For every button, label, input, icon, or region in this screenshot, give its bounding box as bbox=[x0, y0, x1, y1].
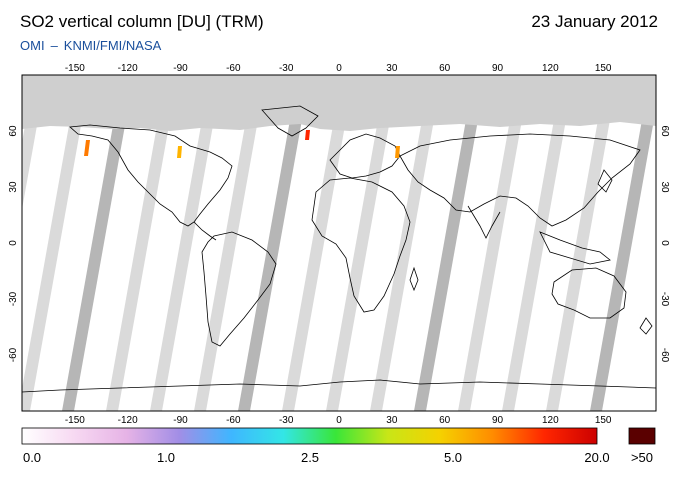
axis-tick-label: -60 bbox=[659, 348, 670, 363]
axis-tick-label: 60 bbox=[659, 125, 670, 137]
orbit-gap-band bbox=[238, 75, 310, 411]
map-title: SO2 vertical column [DU] (TRM) bbox=[20, 12, 264, 31]
india-coast bbox=[467, 205, 501, 239]
so2-hotspot bbox=[395, 146, 400, 158]
axis-tick-label: 150 bbox=[595, 415, 612, 426]
orbit-gap-band bbox=[62, 75, 134, 411]
asia-coast bbox=[399, 133, 641, 227]
madagascar-coast bbox=[409, 266, 419, 292]
map-date: 23 January 2012 bbox=[531, 12, 658, 31]
orbit-gap-band bbox=[326, 75, 398, 411]
arctic-no-data-region bbox=[22, 75, 656, 131]
axis-tick-label: -150 bbox=[65, 63, 85, 74]
greenland-coast bbox=[261, 105, 319, 137]
orbit-gap-band bbox=[370, 75, 442, 411]
axis-tick-label: -90 bbox=[173, 63, 188, 74]
axis-tick-label: 60 bbox=[8, 125, 19, 137]
axis-tick-label: 120 bbox=[542, 63, 559, 74]
orbit-swaths bbox=[22, 75, 656, 411]
north-america-coast bbox=[69, 124, 233, 227]
axis-tick-label: -30 bbox=[279, 63, 294, 74]
axis-tick-label: 60 bbox=[439, 63, 451, 74]
axis-tick-label: -120 bbox=[118, 63, 138, 74]
southeast-asia-islands bbox=[539, 231, 611, 265]
axis-tick-label: -90 bbox=[173, 415, 188, 426]
orbit-gap-band bbox=[414, 75, 486, 411]
orbit-gap-band bbox=[546, 75, 618, 411]
axis-tick-label: -150 bbox=[65, 415, 85, 426]
axis-tick-label: -60 bbox=[226, 415, 241, 426]
axis-tick-label: -30 bbox=[279, 415, 294, 426]
axis-tick-label: 30 bbox=[386, 63, 398, 74]
orbit-gap-band bbox=[194, 75, 266, 411]
colorbar-label: 5.0 bbox=[443, 450, 463, 465]
central-america-coast bbox=[193, 221, 217, 241]
axis-tick-label: 60 bbox=[439, 415, 451, 426]
colorbar-label: 0.0 bbox=[22, 450, 42, 465]
so2-hotspot bbox=[305, 130, 310, 140]
map-graticule-ticks: -150 -150 -120 -120 -90 -90 -60 -60 -30 -30 0 0 30 30… bbox=[8, 63, 670, 426]
axis-tick-label: -60 bbox=[226, 63, 241, 74]
axis-tick-label: -30 bbox=[659, 292, 670, 307]
axis-tick-label: -30 bbox=[8, 291, 19, 306]
colorbar-overflow-label: >50 bbox=[630, 450, 654, 465]
axis-tick-label: -60 bbox=[8, 347, 19, 362]
colorbar-label: 1.0 bbox=[156, 450, 176, 465]
axis-tick-label: 150 bbox=[595, 63, 612, 74]
axis-tick-label: 0 bbox=[336, 63, 342, 74]
orbit-gap-band bbox=[106, 75, 178, 411]
colorbar-gradient bbox=[21, 427, 598, 445]
orbit-gap-band bbox=[282, 75, 354, 411]
colorbar-label: 2.5 bbox=[300, 450, 320, 465]
colorbar-overflow-swatch bbox=[628, 427, 656, 445]
axis-tick-label: 90 bbox=[492, 415, 504, 426]
so2-hotspot bbox=[84, 140, 90, 156]
axis-tick-label: 0 bbox=[8, 240, 19, 246]
axis-tick-label: 30 bbox=[386, 415, 398, 426]
so2-plume-signals bbox=[84, 130, 400, 158]
axis-tick-label: 30 bbox=[659, 181, 670, 193]
axis-tick-label: 90 bbox=[492, 63, 504, 74]
map-frame bbox=[21, 74, 657, 412]
orbit-gap-band bbox=[590, 75, 656, 411]
axis-tick-label: -120 bbox=[118, 415, 138, 426]
axis-tick-label: 30 bbox=[8, 181, 19, 193]
orbit-gap-band bbox=[502, 75, 574, 411]
south-america-coast bbox=[201, 231, 277, 347]
credit-agencies: KNMI/FMI/NASA bbox=[63, 38, 162, 53]
colorbar-label: 20.0 bbox=[584, 450, 610, 465]
antarctica-coast bbox=[22, 379, 656, 393]
data-credit: OMI – KNMI/FMI/NASA bbox=[20, 38, 161, 53]
orbit-gap-band bbox=[150, 75, 222, 411]
orbit-gap-band bbox=[22, 75, 90, 411]
coastlines bbox=[22, 105, 656, 393]
africa-coast bbox=[311, 177, 411, 313]
axis-tick-label: 0 bbox=[336, 415, 342, 426]
new-zealand-coast bbox=[639, 317, 653, 335]
credit-separator: – bbox=[50, 38, 58, 53]
japan-coast bbox=[597, 169, 613, 193]
orbit-gap-band bbox=[458, 75, 530, 411]
axis-tick-label: 120 bbox=[542, 415, 559, 426]
credit-instrument: OMI bbox=[20, 38, 45, 53]
axis-tick-label: 0 bbox=[659, 240, 670, 246]
so2-hotspot bbox=[177, 146, 182, 158]
australia-coast bbox=[551, 267, 627, 319]
